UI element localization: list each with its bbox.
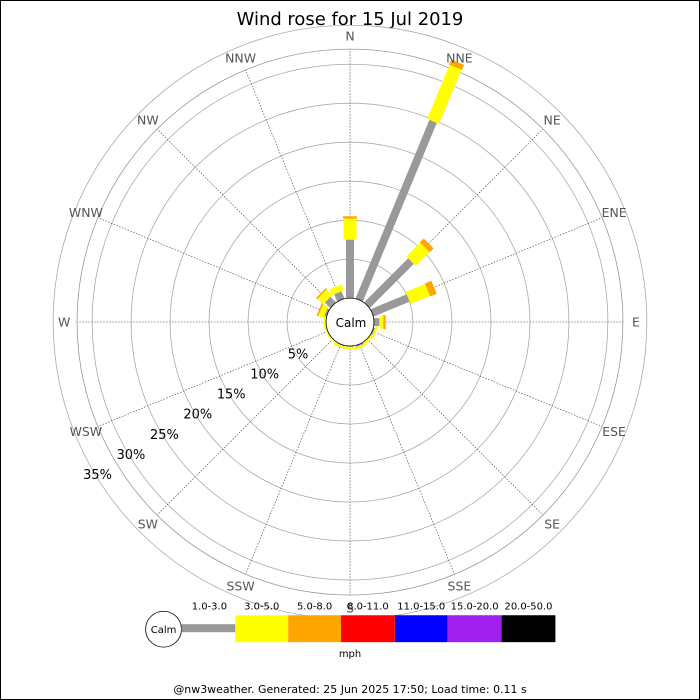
bar-ene-2: [424, 280, 437, 297]
calm-center: Calm: [325, 297, 375, 347]
bar-nne-2: [449, 59, 465, 70]
direction-label: WNW: [69, 205, 103, 220]
legend-label: 8.0-11.0: [347, 601, 389, 612]
legend-swatch: [447, 615, 502, 643]
direction-labels: N NNE NE ENE E ESE SE SSE S SSW SW WSW W WNW NW NNW: [58, 29, 640, 616]
bar-nne-1: [427, 64, 462, 124]
spoke-ene: [371, 217, 603, 314]
legend-swatch: [501, 615, 556, 643]
percent-label: 25%: [150, 428, 179, 443]
legend-label: 1.0-3.0: [192, 601, 227, 612]
legend-swatch: [235, 615, 289, 643]
bar-wnw-2: [316, 302, 324, 317]
direction-label: NW: [137, 112, 159, 127]
bar-ne-1: [406, 242, 430, 266]
direction-label: N: [345, 29, 354, 44]
legend-swatch: [394, 615, 448, 643]
calm-label: Calm: [336, 316, 367, 330]
direction-label: W: [58, 315, 70, 330]
direction-label: ESE: [602, 424, 626, 439]
bar-ene-0: [370, 294, 410, 317]
spoke-wnw: [97, 217, 329, 314]
bar-ssw-1: [333, 342, 347, 350]
legend-calm-label: Calm: [151, 625, 177, 636]
percent-label: 20%: [183, 408, 212, 423]
footer-text: @nw3weather. Generated: 25 Jun 2025 17:5…: [173, 683, 527, 696]
percent-label: 15%: [217, 388, 246, 403]
spoke-nw: [156, 128, 334, 306]
bar-ese-1: [371, 325, 379, 339]
spoke-se: [366, 338, 544, 516]
spoke-nnw: [245, 69, 342, 301]
legend-label: 15.0-20.0: [451, 601, 499, 612]
legend-swatch: [181, 624, 236, 633]
percent-label: 30%: [117, 448, 146, 463]
direction-label: WSW: [70, 424, 103, 439]
direction-label: SSW: [227, 579, 255, 594]
legend-label: 20.0-50.0: [504, 601, 552, 612]
bar-ne-0: [364, 258, 414, 308]
calm-circle: [325, 297, 375, 347]
percent-label: 5%: [288, 347, 309, 362]
spoke-sse: [358, 344, 455, 575]
direction-label: S: [346, 600, 354, 615]
bar-sse-1: [353, 343, 367, 351]
direction-label: SW: [138, 517, 158, 532]
bar-nw-0: [324, 296, 336, 308]
direction-label: E: [632, 315, 640, 330]
bar-wnw-1: [318, 303, 329, 319]
spoke-ese: [371, 330, 603, 427]
spoke-sw: [156, 338, 334, 516]
legend-unit-label: mph: [339, 649, 361, 660]
spoke-wsw: [97, 330, 329, 427]
bar-nne-0: [355, 119, 437, 302]
legend-label: 5.0-8.0: [297, 601, 332, 612]
bar-nw-1: [317, 289, 333, 305]
speed-legend: Calm mph 1.0-3.0 3.0-5.0 5.0-8.0 8.0-11.0 11…: [145, 601, 556, 660]
legend-label: 3.0-5.0: [244, 601, 279, 612]
direction-label: NE: [544, 112, 561, 127]
legend-swatch: [288, 615, 342, 643]
direction-label: NNE: [446, 50, 473, 65]
wind-bars: [316, 59, 465, 351]
direction-label: SE: [544, 517, 560, 532]
legend-swatch: [341, 615, 395, 643]
direction-label: ENE: [602, 205, 627, 220]
bar-ne-2: [419, 238, 434, 253]
percent-labels: 5% 10% 15% 20% 25% 30% 35%: [83, 347, 308, 482]
percent-label: 35%: [83, 468, 112, 483]
chart-title: Wind rose for 15 Jul 2019: [237, 9, 464, 30]
bar-nnw-0: [334, 291, 345, 302]
bar-nw-2: [316, 288, 327, 300]
bar-nnw-1: [329, 284, 344, 296]
bar-ene-1: [405, 283, 431, 304]
percent-label: 10%: [250, 368, 279, 383]
spoke-ssw: [245, 344, 342, 575]
direction-label: SSE: [448, 579, 472, 594]
legend-label: 11.0-15.0: [397, 601, 445, 612]
direction-label: NNW: [225, 50, 256, 65]
spoke-ne: [366, 128, 544, 306]
